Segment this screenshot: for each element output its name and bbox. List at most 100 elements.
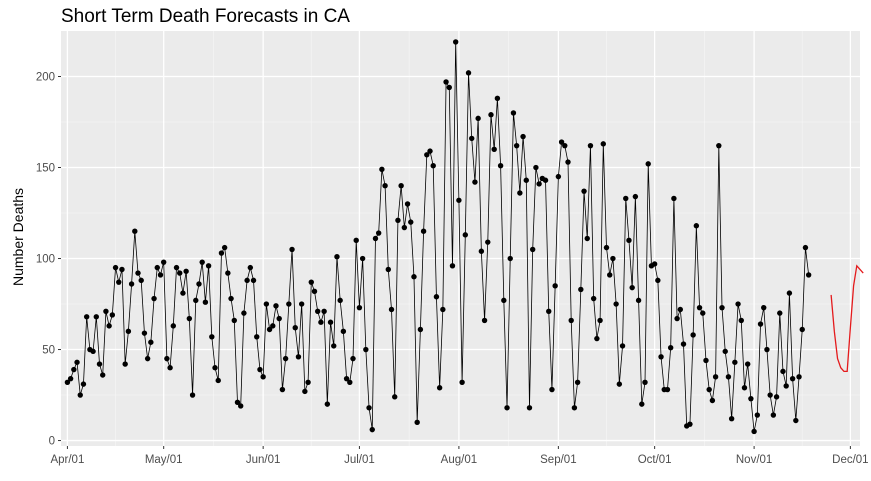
observed-point bbox=[744, 361, 751, 367]
observed-point bbox=[478, 248, 485, 254]
observed-point bbox=[173, 264, 180, 271]
observed-point bbox=[481, 317, 488, 324]
observed-point bbox=[189, 392, 196, 398]
observed-point bbox=[517, 190, 523, 196]
x-tick-label: Apr/01 bbox=[50, 454, 84, 466]
observed-point bbox=[655, 277, 661, 284]
y-tick-label: 50 bbox=[42, 345, 55, 357]
observed-point bbox=[757, 321, 764, 327]
observed-point bbox=[167, 365, 173, 371]
observed-point bbox=[446, 84, 452, 91]
observed-point bbox=[77, 392, 83, 398]
observed-point bbox=[420, 228, 427, 234]
observed-point bbox=[738, 317, 744, 324]
observed-point bbox=[289, 246, 295, 253]
observed-point bbox=[205, 263, 212, 269]
observed-point bbox=[209, 334, 215, 340]
x-tick-label: Jul/01 bbox=[344, 454, 375, 466]
observed-point bbox=[568, 317, 574, 324]
observed-point bbox=[693, 223, 700, 229]
observed-point bbox=[767, 392, 773, 398]
observed-point bbox=[459, 379, 465, 385]
observed-point bbox=[231, 317, 237, 324]
observed-point bbox=[712, 374, 719, 380]
observed-point bbox=[700, 310, 706, 316]
observed-point bbox=[783, 383, 789, 389]
observed-point bbox=[690, 332, 696, 338]
y-tick-label: 100 bbox=[36, 254, 55, 266]
observed-point bbox=[170, 323, 177, 329]
observed-point bbox=[802, 244, 809, 251]
y-axis-label: Number Deaths bbox=[10, 188, 26, 286]
observed-point bbox=[196, 281, 202, 287]
observed-point bbox=[298, 301, 305, 307]
observed-point bbox=[234, 399, 241, 406]
observed-point bbox=[334, 254, 340, 260]
observed-point bbox=[116, 279, 122, 285]
observed-point bbox=[706, 386, 712, 393]
observed-point bbox=[578, 286, 584, 293]
observed-point bbox=[350, 355, 356, 362]
observed-point bbox=[331, 343, 337, 349]
observed-point bbox=[581, 188, 587, 194]
observed-point bbox=[83, 314, 90, 320]
observed-point bbox=[408, 219, 414, 225]
observed-point bbox=[658, 354, 664, 360]
observed-point bbox=[135, 270, 141, 276]
observed-point bbox=[562, 142, 568, 149]
observed-point bbox=[452, 39, 459, 45]
observed-point bbox=[398, 183, 404, 189]
observed-point bbox=[510, 110, 517, 116]
observed-point bbox=[584, 235, 590, 242]
observed-point bbox=[221, 244, 228, 251]
observed-point bbox=[716, 142, 722, 149]
observed-point bbox=[597, 317, 603, 324]
observed-point bbox=[308, 279, 314, 285]
observed-point bbox=[388, 306, 395, 313]
observed-point bbox=[536, 181, 542, 187]
forecast-line bbox=[830, 264, 864, 373]
observed-point bbox=[523, 177, 529, 183]
observed-point bbox=[773, 394, 780, 400]
observed-point bbox=[241, 310, 247, 316]
observed-point bbox=[109, 312, 116, 318]
observed-point bbox=[369, 426, 375, 433]
observed-point bbox=[651, 261, 658, 267]
observed-point bbox=[475, 115, 481, 122]
observed-point bbox=[64, 379, 71, 385]
observed-point bbox=[436, 385, 443, 391]
observed-point bbox=[488, 112, 494, 118]
observed-point bbox=[513, 142, 520, 149]
observed-point bbox=[719, 304, 725, 311]
observed-point bbox=[292, 324, 298, 331]
observed-point bbox=[247, 264, 254, 271]
y-tick-label: 0 bbox=[49, 436, 55, 448]
observed-point bbox=[71, 366, 77, 373]
observed-point bbox=[748, 395, 754, 402]
observed-point bbox=[709, 397, 716, 404]
observed-point bbox=[359, 255, 366, 262]
observed-point bbox=[671, 195, 677, 202]
x-tick-label: Dec/01 bbox=[832, 454, 868, 466]
observed-point bbox=[260, 374, 266, 380]
observed-point bbox=[603, 244, 610, 251]
x-tick-label: May/01 bbox=[145, 454, 183, 466]
observed-point bbox=[735, 301, 741, 307]
observed-point bbox=[526, 405, 533, 411]
observed-point bbox=[558, 139, 565, 145]
observed-point bbox=[607, 272, 613, 278]
observed-point bbox=[276, 315, 282, 322]
x-tick-label: Aug/01 bbox=[441, 454, 477, 466]
observed-point bbox=[741, 385, 748, 391]
observed-point bbox=[777, 310, 783, 316]
observed-point bbox=[286, 301, 292, 307]
observed-point bbox=[96, 361, 103, 367]
observed-point bbox=[148, 339, 154, 345]
observed-point bbox=[270, 323, 276, 329]
x-tick-label: Nov/01 bbox=[736, 454, 772, 466]
observed-point bbox=[215, 377, 221, 384]
observed-point bbox=[469, 135, 475, 142]
observed-point bbox=[449, 263, 456, 269]
observed-point bbox=[590, 295, 597, 302]
observed-point bbox=[642, 379, 648, 385]
